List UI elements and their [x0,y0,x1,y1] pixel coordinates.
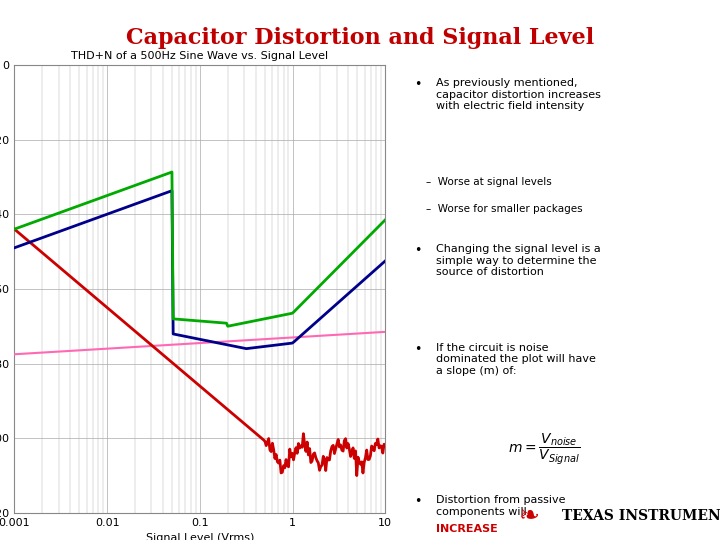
Text: ❧: ❧ [518,504,539,528]
Text: •: • [414,343,422,356]
Text: $m = \dfrac{V_{noise}}{V_{Signal}}$: $m = \dfrac{V_{noise}}{V_{Signal}}$ [508,433,580,467]
Text: INCREASE: INCREASE [436,524,498,534]
Text: •: • [414,244,422,257]
Text: Distortion from passive
components will: Distortion from passive components will [436,495,565,517]
Text: Capacitor Distortion and Signal Level: Capacitor Distortion and Signal Level [126,27,594,49]
Text: •: • [414,78,422,91]
Text: •: • [414,495,422,508]
Text: –  Worse at signal levels: – Worse at signal levels [426,177,552,187]
X-axis label: Signal Level (Vrms): Signal Level (Vrms) [145,534,254,540]
Text: As previously mentioned,
capacitor distortion increases
with electric field inte: As previously mentioned, capacitor disto… [436,78,600,111]
Text: If the circuit is noise
dominated the plot will have
a slope (m) of:: If the circuit is noise dominated the pl… [436,343,595,376]
Text: Changing the signal level is a
simple way to determine the
source of distortion: Changing the signal level is a simple wa… [436,244,600,277]
Text: TEXAS INSTRUMENTS: TEXAS INSTRUMENTS [562,509,720,523]
Title: THD+N of a 500Hz Sine Wave vs. Signal Level: THD+N of a 500Hz Sine Wave vs. Signal Le… [71,51,328,61]
Text: –  Worse for smaller packages: – Worse for smaller packages [426,204,583,214]
